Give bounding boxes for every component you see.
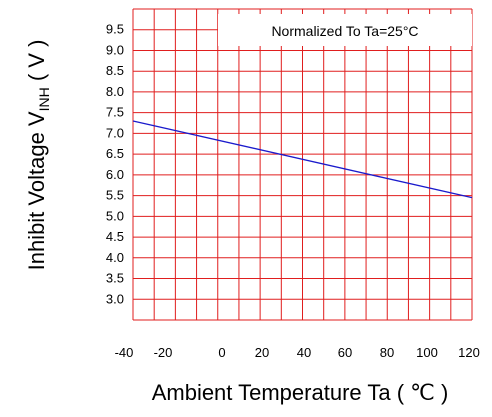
x-axis-title: Ambient Temperature Ta ( ℃ ) [152,380,449,405]
annotation-box [218,14,472,46]
y-axis-title: Inhibit Voltage VINH ( V ) [24,40,52,271]
y-tick-label: 6.0 [106,167,124,182]
y-tick-label: 8.0 [106,84,124,99]
x-tick-label: 80 [380,345,394,360]
series-line [132,120,473,199]
y-tick-label: 4.5 [106,229,124,244]
y-tick-label: 6.5 [106,146,124,161]
y-tick-label: 8.5 [106,63,124,78]
y-tick-label: 7.5 [106,105,124,120]
x-tick-label: 120 [458,345,480,360]
y-axis-title-subscript: INH [36,87,52,111]
y-tick-label: 5.5 [106,188,124,203]
x-tick-label: 60 [338,345,352,360]
y-tick-label: 5.0 [106,208,124,223]
y-tick-label: 9.0 [106,42,124,57]
annotation-text: Normalized To Ta=25°C [271,23,418,39]
grid [132,8,473,321]
y-tick-label: 7.0 [106,125,124,140]
x-tick-label: -40 [115,345,134,360]
x-tick-labels: -40 -20 0 20 40 60 80 100 120 [115,345,480,360]
x-tick-label: 40 [297,345,311,360]
x-tick-label: -20 [154,345,173,360]
y-axis-title-main: Inhibit Voltage V [24,111,49,270]
y-tick-label: 3.5 [106,271,124,286]
y-axis-title-unit: ( V ) [24,40,49,88]
y-tick-label: 3.0 [106,291,124,306]
y-tick-labels: 9.5 9.0 8.5 8.0 7.5 7.0 6.5 6.0 5.5 5.0 4.5 4.0 3.5 3… [106,22,124,307]
y-tick-label: 4.0 [106,250,124,265]
x-tick-label: 100 [416,345,438,360]
series-layer [132,120,473,199]
x-tick-label: 0 [218,345,225,360]
y-tick-label: 9.5 [106,22,124,37]
x-tick-label: 20 [255,345,269,360]
